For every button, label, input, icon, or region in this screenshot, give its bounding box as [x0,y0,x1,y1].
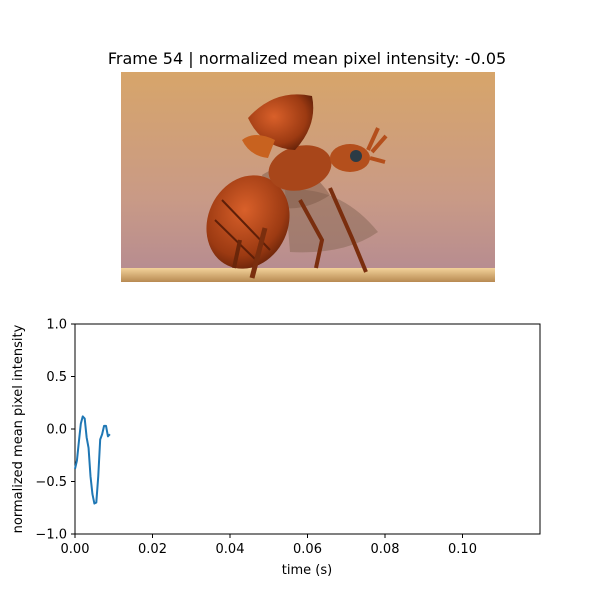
y-tick-label: 0.5 [46,370,67,385]
x-tick-label: 0.06 [293,542,322,557]
series-line-0 [74,415,111,505]
y-tick-label: −1.0 [35,528,67,543]
x-axis-label: time (s) [282,563,332,578]
axes-frame [74,323,541,535]
x-tick-label: 0.04 [216,542,245,557]
plot-axes: 0.00 0.02 0.04 0.06 0.08 0.10 −1.0 −0.5 0.0 0.5 1… [35,318,541,557]
y-tick-label: −0.5 [35,475,67,490]
x-tick-label: 0.02 [138,542,167,557]
beetle-photo [121,72,495,282]
x-axis-ticks: 0.00 0.02 0.04 0.06 0.08 0.10 [61,534,477,557]
y-axis-label: normalized mean pixel intensity [11,324,26,533]
x-tick-label: 0.00 [61,542,90,557]
x-tick-label: 0.08 [371,542,400,557]
y-axis-ticks: −1.0 −0.5 0.0 0.5 1.0 [35,318,75,543]
y-tick-label: 1.0 [46,318,67,333]
frame-title: Frame 54 | normalized mean pixel intensi… [108,49,506,68]
x-tick-label: 0.10 [448,542,477,557]
series-layer [74,415,111,505]
y-tick-label: 0.0 [46,423,67,438]
